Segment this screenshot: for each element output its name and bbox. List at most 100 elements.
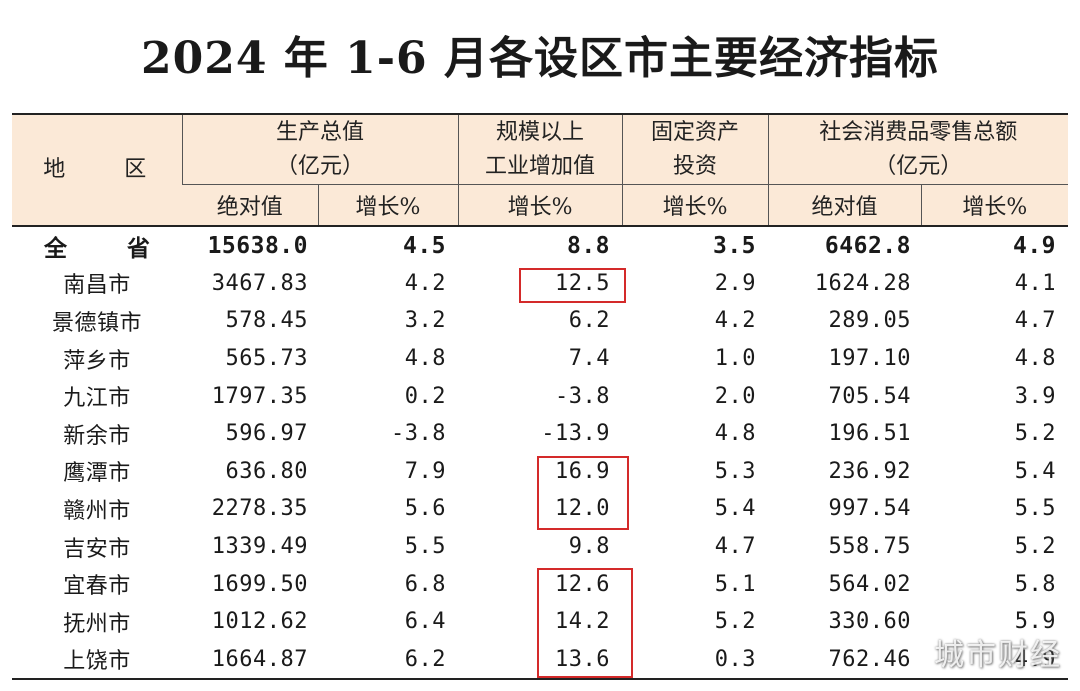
header-investment: 固定资产 投资 (621, 113, 769, 185)
header-region: 地 区 (12, 113, 182, 227)
cell-investment-growth: 5.3 (714, 458, 757, 484)
cell-investment-growth: 0.3 (622, 640, 769, 681)
cell-retail-growth: 5.2 (1014, 421, 1057, 447)
cell-investment-growth: 3.5 (712, 232, 757, 259)
cell-investment-growth: 5.4 (714, 496, 757, 522)
cell-gdp-growth: 4.5 (402, 232, 447, 259)
cell-industry-growth: 12.0 (555, 496, 611, 522)
cell-retail-growth: 5.8 (1014, 571, 1057, 597)
cell-region: 全 省 (43, 234, 176, 262)
cell-gdp-growth: -3.8 (391, 421, 447, 447)
cell-industry-growth: -3.8 (555, 383, 611, 409)
table-row: 宜春市 1699.50 6.8 12.6 5.1 564.02 5.8 (12, 565, 1068, 603)
page-title: 2024 年 1-6 月各设区市主要经济指标 (141, 33, 939, 84)
subheader-gdp-value: 绝对值 (182, 184, 318, 227)
cell-retail: 705.54 (828, 383, 912, 409)
cell-investment-growth: 4.8 (714, 421, 757, 447)
cell-region: 鹰潭市 (63, 461, 131, 487)
cell-region: 萍乡市 (63, 348, 131, 374)
cell-gdp: 578.45 (225, 308, 308, 334)
cell-industry-growth: 12.5 (555, 270, 611, 296)
table-row: 鹰潭市 636.80 7.9 16.9 5.3 236.92 5.4 (12, 453, 1068, 491)
cell-gdp-growth: 6.4 (404, 609, 447, 635)
cell-gdp-growth: 4.8 (404, 346, 447, 372)
header-industry-line1: 规模以上 (496, 119, 585, 145)
cell-gdp: 15638.0 (207, 232, 308, 259)
economic-indicators-table: 地 区 生产总值 （亿元） 规模以上 工业增加值 固定资产 投资 社会消费品零售… (12, 113, 1069, 681)
cell-industry-growth: 12.6 (555, 571, 611, 597)
cell-retail-growth: 5.2 (1014, 534, 1057, 560)
header-gdp-line1: 生产总值 (276, 119, 365, 145)
table-row: 赣州市 2278.35 5.6 12.0 5.4 997.54 5.5 (12, 490, 1068, 528)
subheader-industry-growth: 增长% (457, 184, 623, 227)
cell-gdp: 2278.35 (211, 496, 308, 522)
cell-retail: 558.75 (828, 534, 912, 560)
cell-gdp: 1339.49 (211, 534, 308, 560)
cell-retail: 330.60 (828, 609, 912, 635)
table-row: 景德镇市 578.45 3.2 6.2 4.2 289.05 4.7 (12, 302, 1068, 340)
cell-retail-growth: 4.9 (921, 640, 1069, 681)
cell-gdp: 636.80 (225, 458, 308, 484)
table-row: 吉安市 1339.49 5.5 9.8 4.7 558.75 5.2 (12, 528, 1068, 566)
cell-region: 赣州市 (63, 498, 131, 524)
cell-retail: 6462.8 (824, 232, 912, 259)
cell-retail-growth: 5.9 (1014, 609, 1057, 635)
cell-retail: 289.05 (828, 308, 912, 334)
cell-industry-growth: 14.2 (555, 609, 611, 635)
subheader-retail-value: 绝对值 (767, 184, 922, 227)
table-row-total: 全 省 15638.0 4.5 8.8 3.5 6462.8 4.9 (12, 226, 1068, 265)
header-investment-line1: 固定资产 (651, 119, 740, 145)
cell-industry-growth: 7.4 (568, 346, 611, 372)
cell-region: 宜春市 (63, 574, 131, 600)
header-retail-line1: 社会消费品零售总额 (819, 119, 1018, 145)
cell-retail: 762.46 (768, 640, 922, 681)
cell-gdp-growth: 5.5 (404, 534, 447, 560)
cell-investment-growth: 4.2 (714, 308, 757, 334)
cell-region: 新余市 (63, 423, 131, 449)
table-row: 新余市 596.97 -3.8 -13.9 4.8 196.51 5.2 (12, 415, 1068, 453)
table-row: 萍乡市 565.73 4.8 7.4 1.0 197.10 4.8 (12, 340, 1068, 378)
header-industry-line2: 工业增加值 (485, 153, 596, 179)
cell-retail-growth: 4.7 (1014, 308, 1057, 334)
cell-region: 南昌市 (63, 273, 131, 299)
cell-retail: 1624.28 (814, 270, 912, 296)
header-gdp-line2: （亿元） (276, 153, 365, 179)
cell-gdp-growth: 7.9 (404, 458, 447, 484)
cell-investment-growth: 5.2 (714, 609, 757, 635)
cell-retail: 236.92 (828, 458, 912, 484)
cell-retail-growth: 3.9 (1014, 383, 1057, 409)
cell-gdp: 1664.87 (182, 640, 318, 681)
header-investment-line2: 投资 (673, 153, 718, 179)
cell-gdp: 3467.83 (211, 270, 308, 296)
cell-gdp: 565.73 (225, 346, 308, 372)
table-row: 九江市 1797.35 0.2 -3.8 2.0 705.54 3.9 (12, 377, 1068, 415)
cell-investment-growth: 1.0 (714, 346, 757, 372)
cell-gdp: 596.97 (225, 421, 308, 447)
cell-industry-growth: 6.2 (568, 308, 611, 334)
cell-industry-growth: 8.8 (566, 232, 611, 259)
cell-retail: 196.51 (828, 421, 912, 447)
cell-region: 抚州市 (63, 611, 131, 637)
cell-investment-growth: 4.7 (714, 534, 757, 560)
cell-retail-growth: 5.5 (1014, 496, 1057, 522)
cell-gdp: 1797.35 (211, 383, 308, 409)
subheader-investment-growth: 增长% (621, 184, 769, 227)
cell-region: 景德镇市 (51, 310, 142, 336)
cell-gdp: 1699.50 (211, 571, 308, 597)
cell-retail-growth: 4.9 (1012, 232, 1057, 259)
cell-retail: 997.54 (828, 496, 912, 522)
cell-gdp-growth: 3.2 (404, 308, 447, 334)
cell-investment-growth: 2.0 (714, 383, 757, 409)
cell-region: 吉安市 (63, 536, 131, 562)
cell-gdp: 1012.62 (211, 609, 308, 635)
cell-industry-growth: 13.6 (458, 640, 623, 681)
cell-gdp-growth: 0.2 (404, 383, 447, 409)
cell-gdp-growth: 6.2 (318, 640, 459, 681)
table-row: 南昌市 3467.83 4.2 12.5 2.9 1624.28 4.1 (12, 265, 1068, 303)
header-gdp: 生产总值 （亿元） (181, 113, 459, 185)
cell-gdp-growth: 6.8 (404, 571, 447, 597)
watermark-text: 城市财经 (934, 638, 1062, 673)
cell-investment-growth: 5.1 (714, 571, 757, 597)
cell-retail-growth: 5.4 (1014, 458, 1057, 484)
subheader-gdp-growth: 增长% (317, 184, 459, 227)
